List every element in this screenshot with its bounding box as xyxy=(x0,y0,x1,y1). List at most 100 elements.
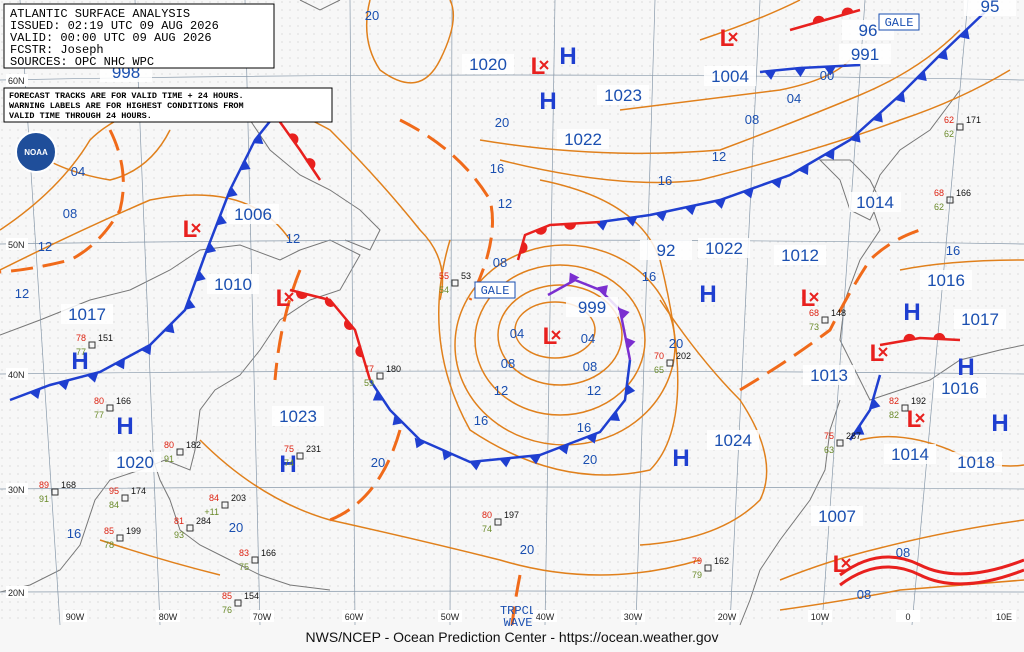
lat-label: 50N xyxy=(8,240,25,250)
front-symbol xyxy=(853,424,865,435)
front-symbol xyxy=(916,70,927,81)
front-line xyxy=(289,288,372,381)
front-symbol xyxy=(937,49,948,60)
isobar-label: 12 xyxy=(712,149,726,164)
station-temp: 83 xyxy=(239,548,249,558)
front-symbol xyxy=(355,345,364,358)
low-symbol: L xyxy=(801,285,816,312)
isobar-label: 04 xyxy=(581,331,595,346)
front-symbol xyxy=(499,457,512,468)
header-line: VALID: 00:00 UTC 09 AUG 2026 xyxy=(10,31,212,45)
station-temp: 89 xyxy=(39,480,49,490)
pressure-box xyxy=(811,506,863,526)
fronts xyxy=(9,7,986,471)
station-pressure: 180 xyxy=(386,364,401,374)
isobar-label: 00 xyxy=(820,68,834,83)
station-pressure: 168 xyxy=(61,480,76,490)
station-temp: 79 xyxy=(692,556,702,566)
front-symbol xyxy=(958,28,970,40)
isobar-label: 20 xyxy=(669,336,683,351)
header-line: SOURCES: OPC NHC WPC xyxy=(10,55,154,69)
lat-label: 30N xyxy=(8,485,25,495)
lat-box xyxy=(6,74,28,86)
pressure-box xyxy=(698,238,750,258)
lon-box xyxy=(621,610,645,622)
pressure-box xyxy=(707,430,759,450)
lon-label: 10W xyxy=(811,612,830,622)
station-icon xyxy=(296,452,304,460)
station-dew: 54 xyxy=(439,285,449,295)
isobar-label: 16 xyxy=(577,420,591,435)
front-symbol xyxy=(684,205,697,216)
station-pressure: 171 xyxy=(966,115,981,125)
isobar-label: 16 xyxy=(946,243,960,258)
front-symbol xyxy=(519,241,528,254)
station-pressure: 162 xyxy=(714,556,729,566)
station-temp: 78 xyxy=(76,333,86,343)
isobar-label: 16 xyxy=(474,413,488,428)
pressure-label: 999 xyxy=(578,298,606,317)
station-icon xyxy=(666,359,674,367)
front-symbol xyxy=(29,388,41,400)
header-line: ATLANTIC SURFACE ANALYSIS xyxy=(10,7,190,21)
low-cross xyxy=(878,347,888,357)
front-symbol xyxy=(414,437,426,449)
pressure-label: 1004 xyxy=(711,67,749,86)
station-dew: +11 xyxy=(204,507,219,517)
station-dew: 62 xyxy=(944,129,954,139)
noaa-logo xyxy=(15,131,57,173)
front-symbol xyxy=(469,460,482,471)
station-icon xyxy=(704,564,712,572)
station-temp: 80 xyxy=(482,510,492,520)
pressure-label: 95 xyxy=(981,0,1000,16)
front-line xyxy=(759,63,861,74)
pressure-label: 1007 xyxy=(818,507,856,526)
pressure-label: 1006 xyxy=(234,205,272,224)
high-symbol: H xyxy=(699,281,716,308)
isobar-label: 16 xyxy=(642,269,656,284)
station-temp: 68 xyxy=(809,308,819,318)
pressure-label: 1012 xyxy=(781,246,819,265)
isobar-label: 08 xyxy=(501,356,515,371)
front-symbol xyxy=(372,390,384,401)
lat-box xyxy=(6,483,28,495)
station-icon xyxy=(106,404,114,412)
lon-label: 10E xyxy=(996,612,1012,622)
troughs xyxy=(0,118,921,626)
station-pressure: 154 xyxy=(244,591,259,601)
front-symbol xyxy=(597,285,608,296)
lon-label: 30W xyxy=(624,612,643,622)
station-dew: 78 xyxy=(104,540,114,550)
pressure-label: 1018 xyxy=(957,453,995,472)
pressure-box xyxy=(61,304,113,324)
front-symbol xyxy=(798,164,809,175)
front-symbol xyxy=(824,66,837,76)
isobars xyxy=(0,0,1024,611)
station-pressure: 287 xyxy=(846,431,861,441)
pressure-box xyxy=(774,245,826,265)
isobar-label: 12 xyxy=(38,239,52,254)
isobar-label: 08 xyxy=(583,359,597,374)
pressure-box xyxy=(207,274,259,294)
isobar-label: 04 xyxy=(787,91,801,106)
station-temp: 80 xyxy=(164,440,174,450)
station-icon xyxy=(494,518,502,526)
pressure-label: 1020 xyxy=(469,55,507,74)
pressure-box xyxy=(950,452,1002,472)
lat-label: 40N xyxy=(8,370,25,380)
station-icon xyxy=(88,341,96,349)
station-pressure: 148 xyxy=(831,308,846,318)
warning-box xyxy=(878,13,920,31)
front-line xyxy=(273,114,322,181)
pressure-label: 1010 xyxy=(214,275,252,294)
high-symbol: H xyxy=(116,413,133,440)
low-symbol: L xyxy=(183,216,198,243)
station-temp: 77 xyxy=(364,364,374,374)
station-temp: 62 xyxy=(944,115,954,125)
pressure-label: 1022 xyxy=(564,130,602,149)
front-symbol xyxy=(625,383,636,396)
high-symbol: H xyxy=(539,88,556,115)
station-pressure: 192 xyxy=(911,396,926,406)
front-symbol xyxy=(764,70,777,80)
front-symbol xyxy=(185,298,196,310)
